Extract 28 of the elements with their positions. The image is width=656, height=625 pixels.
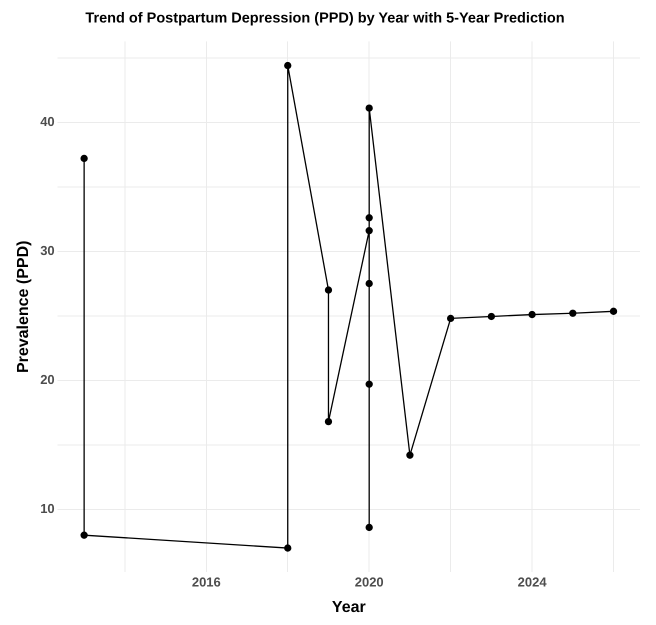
y-tick-label: 20	[40, 372, 55, 387]
point	[284, 62, 292, 70]
point	[528, 310, 536, 318]
point	[80, 532, 88, 539]
point	[446, 314, 454, 322]
x-axis-title: Year	[332, 598, 366, 616]
point	[324, 286, 332, 294]
y-tick-label: 10	[40, 500, 55, 516]
point	[366, 380, 373, 388]
point	[80, 154, 88, 162]
x-tick-label: 2024	[518, 574, 548, 590]
point	[366, 280, 373, 288]
y-tick-label: 40	[40, 114, 55, 129]
x-tick-label: 2020	[354, 574, 384, 590]
point	[366, 214, 373, 222]
point	[366, 227, 373, 234]
point	[406, 452, 414, 459]
point	[284, 544, 292, 552]
x-tick-label: 2016	[192, 574, 221, 590]
chart-title: Trend of Postpartum Depression (PPD) by Year with 5-Year Prediction	[85, 10, 565, 27]
point	[366, 524, 373, 532]
y-tick-label: 30	[40, 242, 55, 258]
point	[488, 312, 496, 320]
point	[610, 308, 618, 315]
point	[366, 104, 373, 112]
y-axis-title: Prevalence (PPD)	[15, 240, 32, 374]
point	[569, 310, 576, 317]
point	[324, 418, 332, 426]
